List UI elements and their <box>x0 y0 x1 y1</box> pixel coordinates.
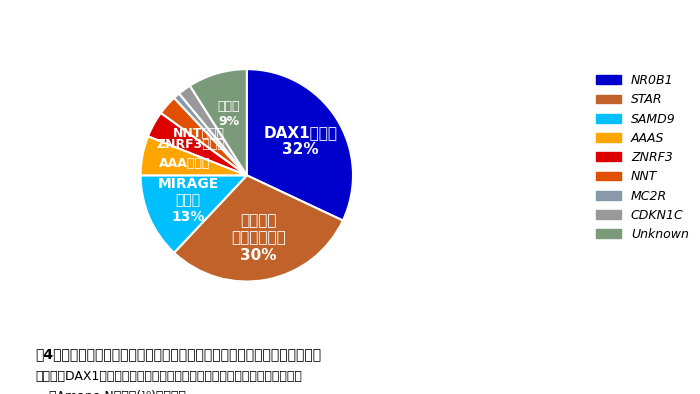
Text: 男性ではDAX1異常症、女性では先天性リポイド副脹過形成症が最多です。: 男性ではDAX1異常症、女性では先天性リポイド副脹過形成症が最多です。 <box>35 370 302 383</box>
Wedge shape <box>174 93 247 175</box>
Text: MIRAGE
症候群
13%: MIRAGE 症候群 13% <box>158 177 219 224</box>
Text: AAA症候群: AAA症候群 <box>158 157 210 170</box>
Text: NNT欠損症: NNT欠損症 <box>173 127 225 140</box>
Text: その他
9%: その他 9% <box>218 100 240 128</box>
Wedge shape <box>174 175 343 282</box>
Wedge shape <box>148 113 247 175</box>
Legend: NR0B1, STAR, SAMD9, AAAS, ZNRF3, NNT, MC2R, CDKN1C, Unknown: NR0B1, STAR, SAMD9, AAAS, ZNRF3, NNT, MC… <box>591 69 694 246</box>
Text: 围4　生化学的評価で原因が特定できない原発性副脹皮質機能低下症の原因: 围4 生化学的評価で原因が特定できない原発性副脹皮質機能低下症の原因 <box>35 347 321 361</box>
Wedge shape <box>141 175 247 253</box>
Wedge shape <box>141 136 247 175</box>
Text: ZNRF3異常症: ZNRF3異常症 <box>157 138 225 151</box>
Text: （Amano Nらの図(¹⁰)を改変）: （Amano Nらの図(¹⁰)を改変） <box>49 390 186 394</box>
Wedge shape <box>161 98 247 175</box>
Wedge shape <box>190 69 247 175</box>
Wedge shape <box>179 85 247 175</box>
Text: リポイド
副脹過形成症
30%: リポイド 副脹過形成症 30% <box>232 213 286 263</box>
Wedge shape <box>247 69 353 221</box>
Text: DAX1異常症
32%: DAX1異常症 32% <box>264 125 337 157</box>
